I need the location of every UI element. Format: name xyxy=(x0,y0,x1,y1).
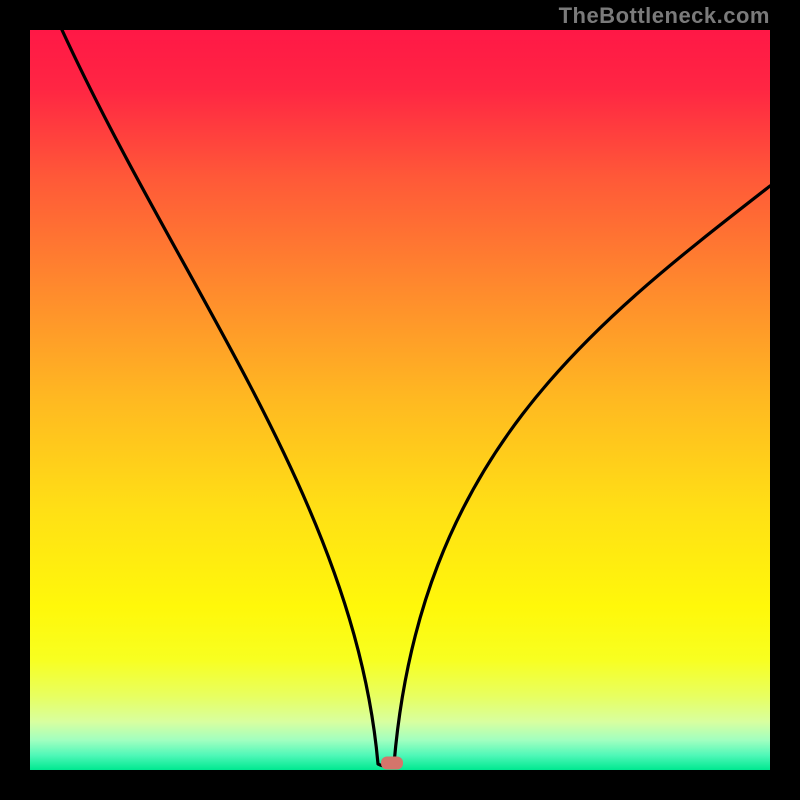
chart-container: TheBottleneck.com xyxy=(0,0,800,800)
gradient-background xyxy=(30,30,770,770)
vertex-marker xyxy=(381,757,403,770)
plot-svg xyxy=(30,30,770,770)
plot-area xyxy=(30,30,770,770)
watermark-text: TheBottleneck.com xyxy=(559,3,770,29)
